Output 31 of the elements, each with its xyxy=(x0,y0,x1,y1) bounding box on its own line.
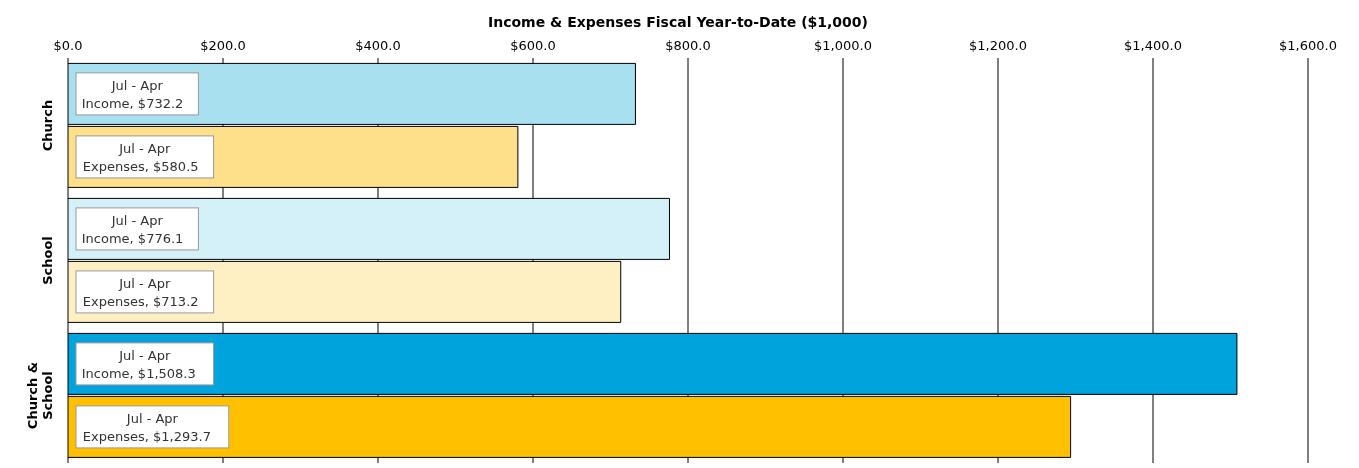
x-tick-label: $1,000.0 xyxy=(814,38,872,53)
series-label: Expenses xyxy=(82,158,146,174)
annotation: Jul - Apr xyxy=(118,140,172,156)
data-label: , $1,293.7 xyxy=(144,428,211,444)
data-label: , $732.2 xyxy=(129,95,184,111)
text: Income xyxy=(81,365,130,381)
text: Income xyxy=(81,95,130,111)
annotation: Jul - Apr xyxy=(118,347,172,363)
data-label: , $713.2 xyxy=(144,293,199,309)
x-axis-title: Income & Expenses Fiscal Year-to-Date ($1,000) xyxy=(487,14,869,30)
x-tick-label: $400.0 xyxy=(355,38,401,53)
text: Expenses xyxy=(82,293,145,309)
annotation: Jul - Apr xyxy=(110,212,164,228)
x-tick-label: $800.0 xyxy=(665,38,711,53)
y-tick-label: Church & School xyxy=(25,361,55,430)
x-tick-label: $200.0 xyxy=(200,38,246,53)
annotation: Jul - Apr xyxy=(110,77,164,93)
data-label: , $1,508.3 xyxy=(129,365,196,381)
y-tick-label: Church xyxy=(40,99,55,152)
data-label: , $580.5 xyxy=(144,158,199,174)
data-label: , $776.1 xyxy=(129,230,184,246)
x-tick-label: $1,200.0 xyxy=(969,38,1027,53)
series-label: Income xyxy=(81,230,130,246)
x-tick-label: $1,400.0 xyxy=(1124,38,1182,53)
annotation: Jul - Apr xyxy=(118,275,172,291)
x-tick-label: $600.0 xyxy=(510,38,556,53)
y-tick-label: School xyxy=(40,236,55,285)
annotation: Jul - Apr xyxy=(125,410,179,426)
x-tick-label: $0.0 xyxy=(53,38,83,53)
text: Expenses xyxy=(82,428,145,444)
x-tick-label: $1,600.0 xyxy=(1279,38,1337,53)
